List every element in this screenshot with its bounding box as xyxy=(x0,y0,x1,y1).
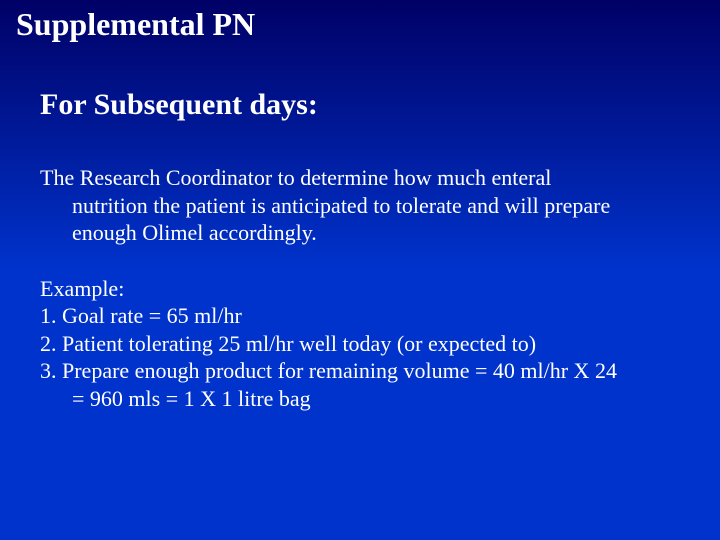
paragraph-cont2: enough Olimel accordingly. xyxy=(40,219,680,247)
slide-body: The Research Coordinator to determine ho… xyxy=(40,164,680,412)
example-item-1: 1. Goal rate = 65 ml/hr xyxy=(40,302,680,330)
example-label: Example: xyxy=(40,275,680,303)
example-item-3: 3. Prepare enough product for remaining … xyxy=(40,357,680,385)
example-block: Example: 1. Goal rate = 65 ml/hr 2. Pati… xyxy=(40,275,680,413)
slide-subtitle: For Subsequent days: xyxy=(40,88,318,122)
paragraph-line1: The Research Coordinator to determine ho… xyxy=(40,165,551,190)
example-item-3-cont: = 960 mls = 1 X 1 litre bag xyxy=(40,385,680,413)
paragraph: The Research Coordinator to determine ho… xyxy=(40,164,680,247)
slide-title: Supplemental PN xyxy=(16,6,255,43)
example-item-2: 2. Patient tolerating 25 ml/hr well toda… xyxy=(40,330,680,358)
slide: Supplemental PN For Subsequent days: The… xyxy=(0,0,720,540)
paragraph-cont1: nutrition the patient is anticipated to … xyxy=(40,192,680,220)
